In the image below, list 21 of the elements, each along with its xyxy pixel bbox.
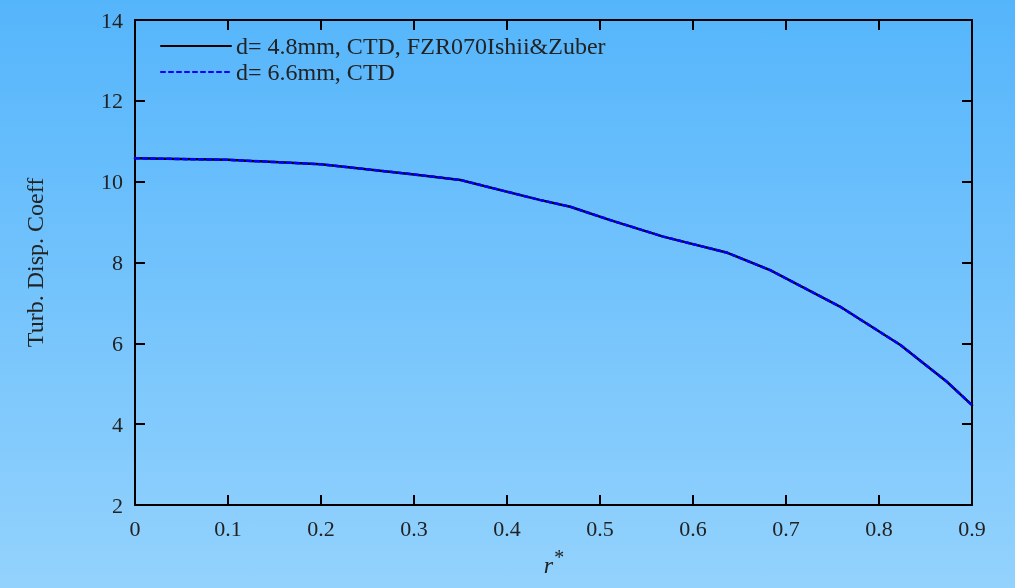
y-axis-title: Turb. Disp. Coeff: [22, 177, 48, 348]
x-tick-label: 0.4: [493, 515, 521, 541]
y-tick-label: 2: [112, 492, 123, 518]
legend-label: d= 4.8mm, CTD, FZR070Ishii&Zuber: [236, 33, 606, 59]
y-tick-label: 12: [101, 88, 123, 114]
x-tick-label: 0.6: [679, 515, 707, 541]
x-tick-label: 0.1: [214, 515, 242, 541]
x-axis-title: r$^{*}$: [542, 546, 565, 579]
x-tick-label: 0.8: [865, 515, 893, 541]
y-tick-label: 14: [101, 7, 123, 33]
x-tick-label: 0.3: [400, 515, 428, 541]
y-tick-label: 6: [112, 330, 123, 356]
y-tick-label: 10: [101, 169, 123, 195]
x-tick-label: 0.9: [958, 515, 986, 541]
y-tick-label: 4: [112, 411, 123, 437]
x-tick-label: 0.7: [772, 515, 800, 541]
x-tick-label: 0.2: [307, 515, 335, 541]
legend-label: d= 6.6mm, CTD: [236, 59, 395, 85]
x-tick-label: 0: [129, 515, 141, 541]
y-tick-label: 8: [112, 250, 123, 275]
x-tick-label: 0.5: [586, 515, 614, 541]
